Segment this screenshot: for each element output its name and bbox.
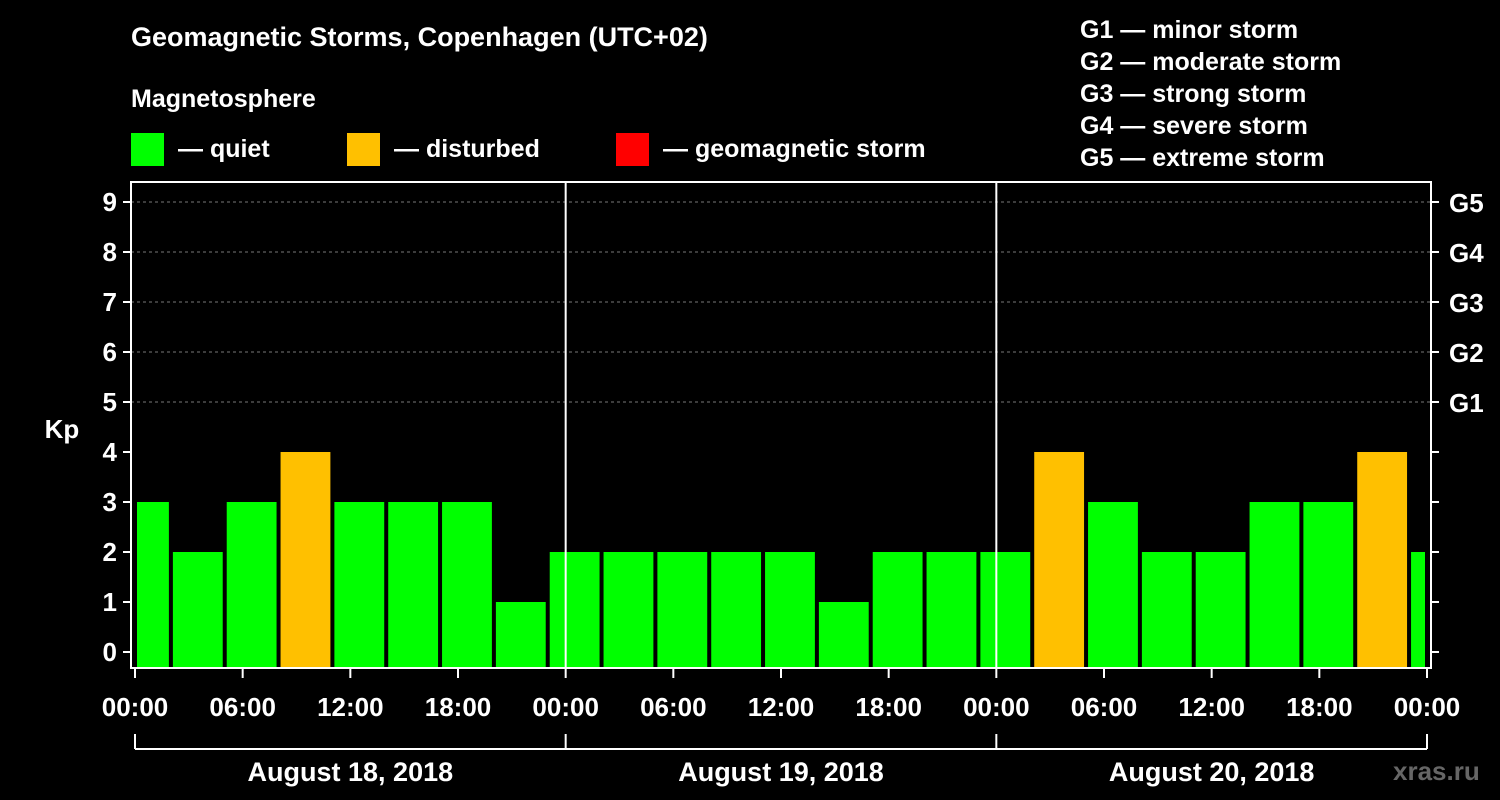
y-tick-label: 3 [103,487,117,517]
y-tick-label: 4 [103,437,118,467]
kp-bar [442,502,492,668]
kp-bar [1195,552,1246,668]
disturbed-swatch [347,133,380,166]
kp-bar [137,502,169,668]
day-label: August 18, 2018 [248,757,454,787]
legend-label-quiet: — quiet [178,135,270,163]
x-tick-label: 12:00 [1178,692,1245,722]
x-tick-label: 18:00 [1286,692,1353,722]
legend-label-disturbed: — disturbed [394,135,540,163]
kp-bar [172,552,223,668]
storm-level-g1: G1 — minor storm [1080,16,1299,44]
kp-bar [818,602,869,668]
kp-bar [495,602,546,668]
x-tick-label: 18:00 [425,692,492,722]
kp-bar [1141,552,1192,668]
kp-bar [334,502,385,668]
kp-bar [1088,502,1138,668]
kp-bar [603,552,654,668]
storm-level-label: G2 [1449,338,1484,368]
storm-level-legend: G1 — minor storm G2 — moderate storm G3 … [1080,14,1341,174]
x-tick-label: 12:00 [748,692,815,722]
y-tick-label: 1 [103,587,117,617]
y-tick-label: 8 [103,237,117,267]
x-tick-label: 12:00 [317,692,384,722]
kp-bar [1303,502,1354,668]
x-tick-label: 00:00 [1394,692,1461,722]
x-tick-label: 00:00 [102,692,169,722]
storm-level-g4: G4 — severe storm [1080,112,1308,140]
kp-bar [657,552,708,668]
kp-bar [1411,552,1425,668]
x-tick-label: 06:00 [1071,692,1138,722]
kp-bar [388,502,439,668]
storm-level-g3: G3 — strong storm [1080,80,1307,108]
y-tick-label: 6 [103,337,117,367]
x-tick-label: 00:00 [963,692,1030,722]
legend-label-storm: — geomagnetic storm [663,135,926,163]
watermark: xras.ru [1393,756,1480,786]
legend-item-storm: — geomagnetic storm [616,133,926,166]
x-tick-label: 18:00 [855,692,922,722]
kp-bar [926,552,977,668]
storm-level-label: G4 [1449,238,1484,268]
y-tick-label: 5 [103,387,117,417]
kp-bar [711,552,762,668]
day-label: August 20, 2018 [1109,757,1315,787]
storm-level-label: G5 [1449,188,1484,218]
day-label: August 19, 2018 [678,757,884,787]
storm-swatch [616,133,649,166]
kp-bar [1249,502,1300,668]
kp-bar [980,552,1031,668]
kp-bar [549,552,600,668]
kp-bar [1357,452,1408,668]
kp-bar [226,502,277,668]
status-legend: — quiet — disturbed — geomagnetic storm [0,133,1000,169]
legend-item-quiet: — quiet [131,133,270,166]
storm-level-label: G1 [1449,388,1484,418]
chart-title: Geomagnetic Storms, Copenhagen (UTC+02) [131,22,708,52]
kp-bar [280,452,331,668]
y-tick-label: 0 [103,637,117,667]
legend-item-disturbed: — disturbed [347,133,540,166]
y-tick-label: 7 [103,287,117,317]
quiet-swatch [131,133,164,166]
x-tick-label: 06:00 [209,692,276,722]
storm-level-g5: G5 — extreme storm [1080,144,1325,172]
storm-level-g2: G2 — moderate storm [1080,48,1342,76]
y-axis-label: Kp [45,414,80,444]
kp-bar [872,552,923,668]
y-tick-label: 2 [103,537,117,567]
x-tick-label: 00:00 [532,692,599,722]
storm-level-label: G3 [1449,288,1484,318]
kp-bar [1034,452,1085,668]
x-tick-label: 06:00 [640,692,707,722]
y-tick-label: 9 [103,187,117,217]
kp-bar [765,552,815,668]
legend-heading: Magnetosphere [131,85,316,113]
